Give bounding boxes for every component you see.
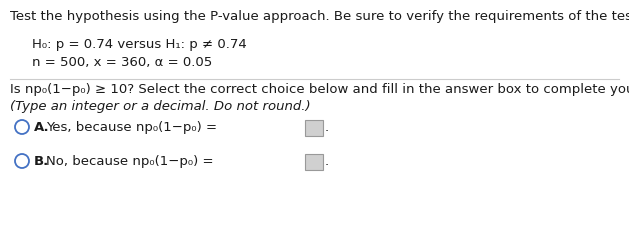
Text: .: . (325, 120, 329, 134)
FancyBboxPatch shape (305, 120, 323, 136)
Text: No, because np₀(1−p₀) =: No, because np₀(1−p₀) = (46, 154, 213, 167)
Text: A.: A. (34, 120, 50, 134)
Text: Yes, because np₀(1−p₀) =: Yes, because np₀(1−p₀) = (46, 120, 217, 134)
Text: Test the hypothesis using the P-value approach. Be sure to verify the requiremen: Test the hypothesis using the P-value ap… (10, 10, 629, 23)
Text: B.: B. (34, 154, 49, 167)
Text: (Type an integer or a decimal. Do not round.): (Type an integer or a decimal. Do not ro… (10, 100, 311, 112)
Text: H₀: p = 0.74 versus H₁: p ≠ 0.74: H₀: p = 0.74 versus H₁: p ≠ 0.74 (32, 38, 247, 51)
Text: n = 500, x = 360, α = 0.05: n = 500, x = 360, α = 0.05 (32, 56, 212, 69)
Text: .: . (325, 154, 329, 167)
Text: Is np₀(1−p₀) ≥ 10? Select the correct choice below and fill in the answer box to: Is np₀(1−p₀) ≥ 10? Select the correct ch… (10, 83, 629, 96)
FancyBboxPatch shape (305, 154, 323, 170)
